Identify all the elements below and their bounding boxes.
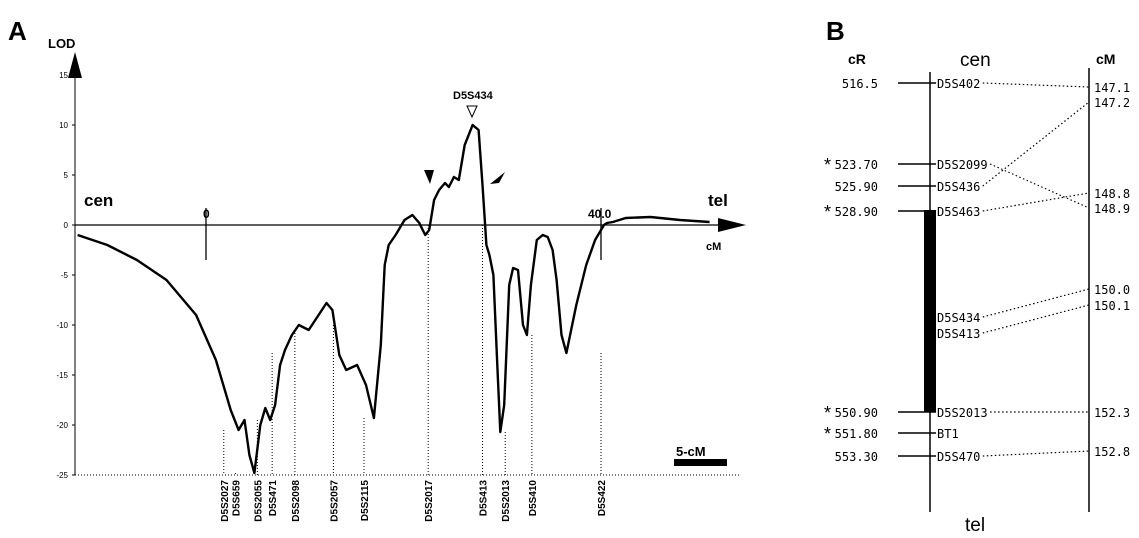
cm-value: 148.9 — [1094, 202, 1130, 216]
star-marker-icon: * — [824, 202, 831, 222]
axis-mark-40-label: 40.0 — [588, 207, 612, 221]
star-marker-icon: * — [824, 403, 831, 423]
star-marker-icon: * — [824, 155, 831, 175]
lod-axis-label: LOD — [48, 36, 75, 51]
panel-b: B cR cen cM tel D5S402 516.5 D5S2099 523.70… — [824, 16, 1130, 536]
y-tick-label: 15 — [59, 71, 68, 80]
y-tick-label: 10 — [59, 121, 68, 130]
marker-label: D5S2055 — [253, 480, 264, 522]
cr-header: cR — [848, 51, 866, 67]
marker-drop-lines — [223, 225, 602, 475]
scalebar-bar — [674, 459, 727, 466]
map-link-lines — [982, 82, 1090, 457]
rh-marker-name: D5S2099 — [937, 158, 988, 172]
marker-label: D5S2013 — [501, 480, 512, 522]
marker-label: D5S471 — [268, 480, 279, 517]
map-link-line — [989, 163, 1090, 209]
marker-labels: D5S2027 D5S659 D5S2055 D5S471 D5S2098 D5S2057… — [220, 480, 608, 522]
map-link-line — [982, 82, 1090, 88]
peak-open-triangle-icon — [466, 105, 478, 119]
rh-marker-name: BT1 — [937, 427, 959, 441]
cm-axis-unit: cM — [706, 241, 721, 253]
critical-interval-bar — [924, 210, 936, 412]
scalebar-label: 5-cM — [676, 444, 706, 459]
chromosome-axis-arrow — [718, 218, 746, 232]
axis-mark-0-label: 0 — [203, 207, 210, 221]
rh-marker-name: D5S463 — [937, 205, 980, 219]
y-tick-label: 5 — [64, 171, 69, 180]
map-link-line — [982, 304, 1090, 334]
rh-marker-name: D5S470 — [937, 450, 980, 464]
marker-label: D5S410 — [528, 480, 539, 517]
marker-label: D5S2017 — [424, 480, 435, 522]
cm-value: 147.1 — [1094, 81, 1130, 95]
cm-header: cM — [1096, 51, 1115, 67]
rh-marker-name: D5S413 — [937, 327, 980, 341]
cr-value: 551.80 — [835, 427, 878, 441]
y-tick-label: -25 — [56, 471, 68, 480]
cen-label: cen — [84, 191, 113, 210]
right-interval-arrowhead-icon — [490, 172, 505, 184]
cm-value: 147.2 — [1094, 96, 1130, 110]
peak-marker-label: D5S434 — [453, 90, 494, 102]
y-tick-label: -20 — [56, 421, 68, 430]
map-link-line — [982, 288, 1090, 318]
cm-value: 148.8 — [1094, 187, 1130, 201]
rh-marker-rows: D5S402 516.5 D5S2099 523.70 * D5S436 525.90 D5S… — [824, 77, 988, 464]
marker-label: D5S2098 — [291, 480, 302, 522]
cm-value: 150.0 — [1094, 283, 1130, 297]
panel-b-letter: B — [826, 16, 845, 46]
rh-marker-name: D5S402 — [937, 77, 980, 91]
marker-label: D5S2115 — [360, 480, 371, 522]
cr-value: 516.5 — [842, 77, 878, 91]
y-tick-label: -15 — [56, 371, 68, 380]
marker-label: D5S413 — [479, 480, 490, 517]
map-link-line — [982, 450, 1090, 457]
marker-label: D5S422 — [597, 480, 608, 517]
lod-curve — [77, 123, 710, 475]
cm-value: 150.1 — [1094, 299, 1130, 313]
y-tick-label: 0 — [64, 221, 69, 230]
marker-label: D5S659 — [232, 480, 243, 517]
cr-value: 528.90 — [835, 205, 878, 219]
map-link-line — [982, 192, 1090, 212]
tel-bottom-label: tel — [965, 515, 985, 536]
marker-label: D5S2057 — [329, 480, 340, 522]
panel-a-letter: A — [8, 16, 27, 46]
rh-marker-name: D5S434 — [937, 311, 980, 325]
map-link-line — [982, 101, 1090, 187]
cr-value: 523.70 — [835, 158, 878, 172]
y-tick-label: -10 — [56, 321, 68, 330]
y-tick-group: 15 10 5 0 -5 -10 -15 -20 -25 — [56, 71, 75, 480]
marker-label: D5S2027 — [220, 480, 231, 522]
rh-marker-name: D5S2013 — [937, 406, 988, 420]
y-tick-label: -5 — [61, 271, 69, 280]
cen-top-label: cen — [960, 50, 991, 71]
cr-value: 553.30 — [835, 450, 878, 464]
rh-marker-name: D5S436 — [937, 180, 980, 194]
cr-value: 550.90 — [835, 406, 878, 420]
cr-value: 525.90 — [835, 180, 878, 194]
tel-label: tel — [708, 191, 728, 210]
star-marker-icon: * — [824, 424, 831, 444]
cm-value: 152.8 — [1094, 445, 1130, 459]
left-interval-arrowhead-icon — [424, 170, 434, 184]
lod-axis-arrow — [68, 52, 82, 78]
cm-value: 152.3 — [1094, 406, 1130, 420]
